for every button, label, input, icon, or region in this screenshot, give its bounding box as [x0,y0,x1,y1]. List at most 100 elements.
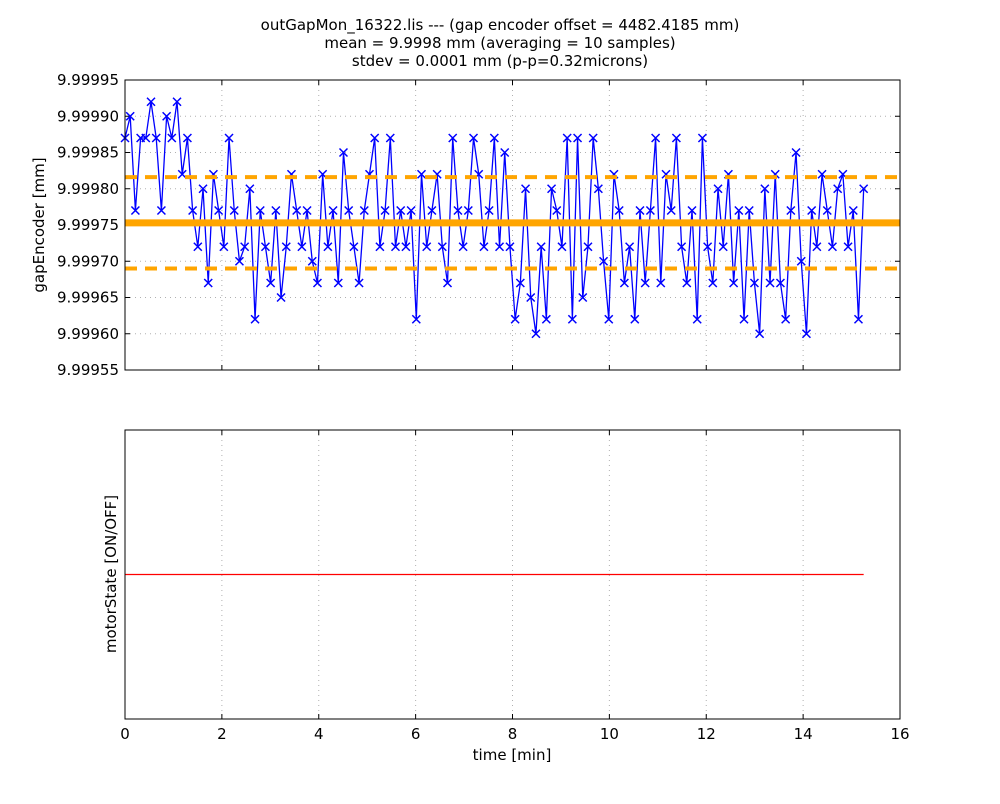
data-point-marker [193,242,203,252]
data-point-marker [801,329,811,339]
gap-encoder-series-line [124,101,865,334]
data-point-marker [692,314,702,324]
data-point-marker [713,184,723,194]
data-point-marker [427,205,437,216]
data-point-marker [781,314,791,324]
data-point-marker [687,205,697,216]
data-point-marker [214,205,224,216]
data-point-marker [791,147,801,158]
data-point-marker [240,242,250,252]
data-point-marker [312,278,323,288]
bottom-y-axis-label: motorState [ON/OFF] [102,495,120,653]
y-tick-label: 9.99960 [57,325,119,343]
data-point-marker [380,205,390,216]
x-axis-label: time [min] [473,746,552,764]
data-point-marker [224,133,234,143]
x-tick-label: 12 [697,725,716,743]
data-point-marker [567,314,577,324]
motor-state-axes: 0 2 4 6 8 10 12 14 16 [120,429,910,743]
data-point-marker [604,314,614,324]
data-point-marker [812,242,822,252]
data-point-marker [755,329,765,339]
data-point-marker [401,242,411,252]
y-tick-label: 9.99955 [57,361,119,379]
data-point-marker [656,278,666,288]
data-point-marker [151,133,161,143]
data-point-marker [521,184,531,194]
data-point-marker [266,278,276,288]
data-point-marker [697,133,707,143]
data-point-marker [775,278,785,288]
chart-title-line-1: outGapMon_16322.lis --- (gap encoder off… [261,16,740,35]
data-point-marker [817,169,827,179]
data-point-marker [219,242,229,252]
bottom-axes-frame [124,429,901,720]
data-point-marker [281,242,291,252]
x-tick-label: 16 [890,725,909,743]
top-y-axis-label: gapEncoder [mm] [30,157,48,292]
data-point-marker [760,184,770,194]
data-point-marker [344,205,354,216]
gap-encoder-axes: 9.99955 9.99960 9.99965 9.99970 9.99975 9.999… [57,71,901,379]
data-point-marker [765,278,775,288]
x-tick-label: 0 [120,725,130,743]
x-tick-label: 14 [794,725,813,743]
data-point-marker [406,205,416,216]
data-point-marker [599,256,609,266]
data-point-marker [416,169,427,179]
data-point-marker [182,133,192,143]
data-point-marker [292,205,302,216]
data-point-marker [130,205,140,216]
data-point-marker [125,111,135,121]
data-point-marker [547,184,557,194]
data-point-marker [708,278,718,288]
data-point-marker [859,184,869,194]
data-point-marker [146,97,156,107]
data-point-marker [177,169,187,179]
data-point-marker [271,205,281,216]
data-point-marker [437,242,447,252]
data-point-marker [630,314,640,324]
data-point-marker [729,278,739,288]
data-point-marker [297,242,307,252]
data-point-marker [848,205,858,216]
data-point-marker [671,133,681,143]
data-point-marker [645,205,655,216]
data-point-marker [479,242,489,252]
x-tick-label: 10 [600,725,619,743]
data-point-marker [255,205,265,216]
chart-title-line-2: mean = 9.9998 mm (averaging = 10 samples… [324,34,675,52]
data-point-marker [323,242,333,252]
data-point-marker [141,133,151,143]
y-tick-label: 9.99975 [57,216,119,234]
data-point-marker [593,184,603,194]
data-point-marker [510,314,520,324]
data-point-marker [495,242,505,252]
data-point-marker [703,242,713,252]
data-point-marker [463,205,473,216]
data-point-marker [640,278,650,288]
data-point-marker [827,242,837,252]
data-point-marker [385,133,395,143]
data-point-marker [328,205,338,216]
data-point-marker [796,256,806,266]
data-point-marker [552,205,562,216]
data-point-marker [625,242,635,252]
data-point-marker [531,329,541,339]
data-point-marker [375,242,385,252]
data-point-marker [541,314,551,324]
data-point-marker [505,242,515,252]
data-point-marker [833,184,843,194]
data-point-marker [682,278,692,288]
data-point-marker [442,278,453,288]
chart-title-line-3: stdev = 0.0001 mm (p-p=0.32microns) [352,52,648,70]
y-tick-label: 9.99995 [57,71,119,89]
data-point-marker [234,256,244,266]
data-point-marker [453,205,463,216]
data-point-marker [619,278,629,288]
data-point-marker [370,133,380,143]
data-point-marker [739,314,749,324]
data-point-marker [390,242,401,252]
data-point-marker [536,242,546,252]
data-point-marker [156,205,166,216]
